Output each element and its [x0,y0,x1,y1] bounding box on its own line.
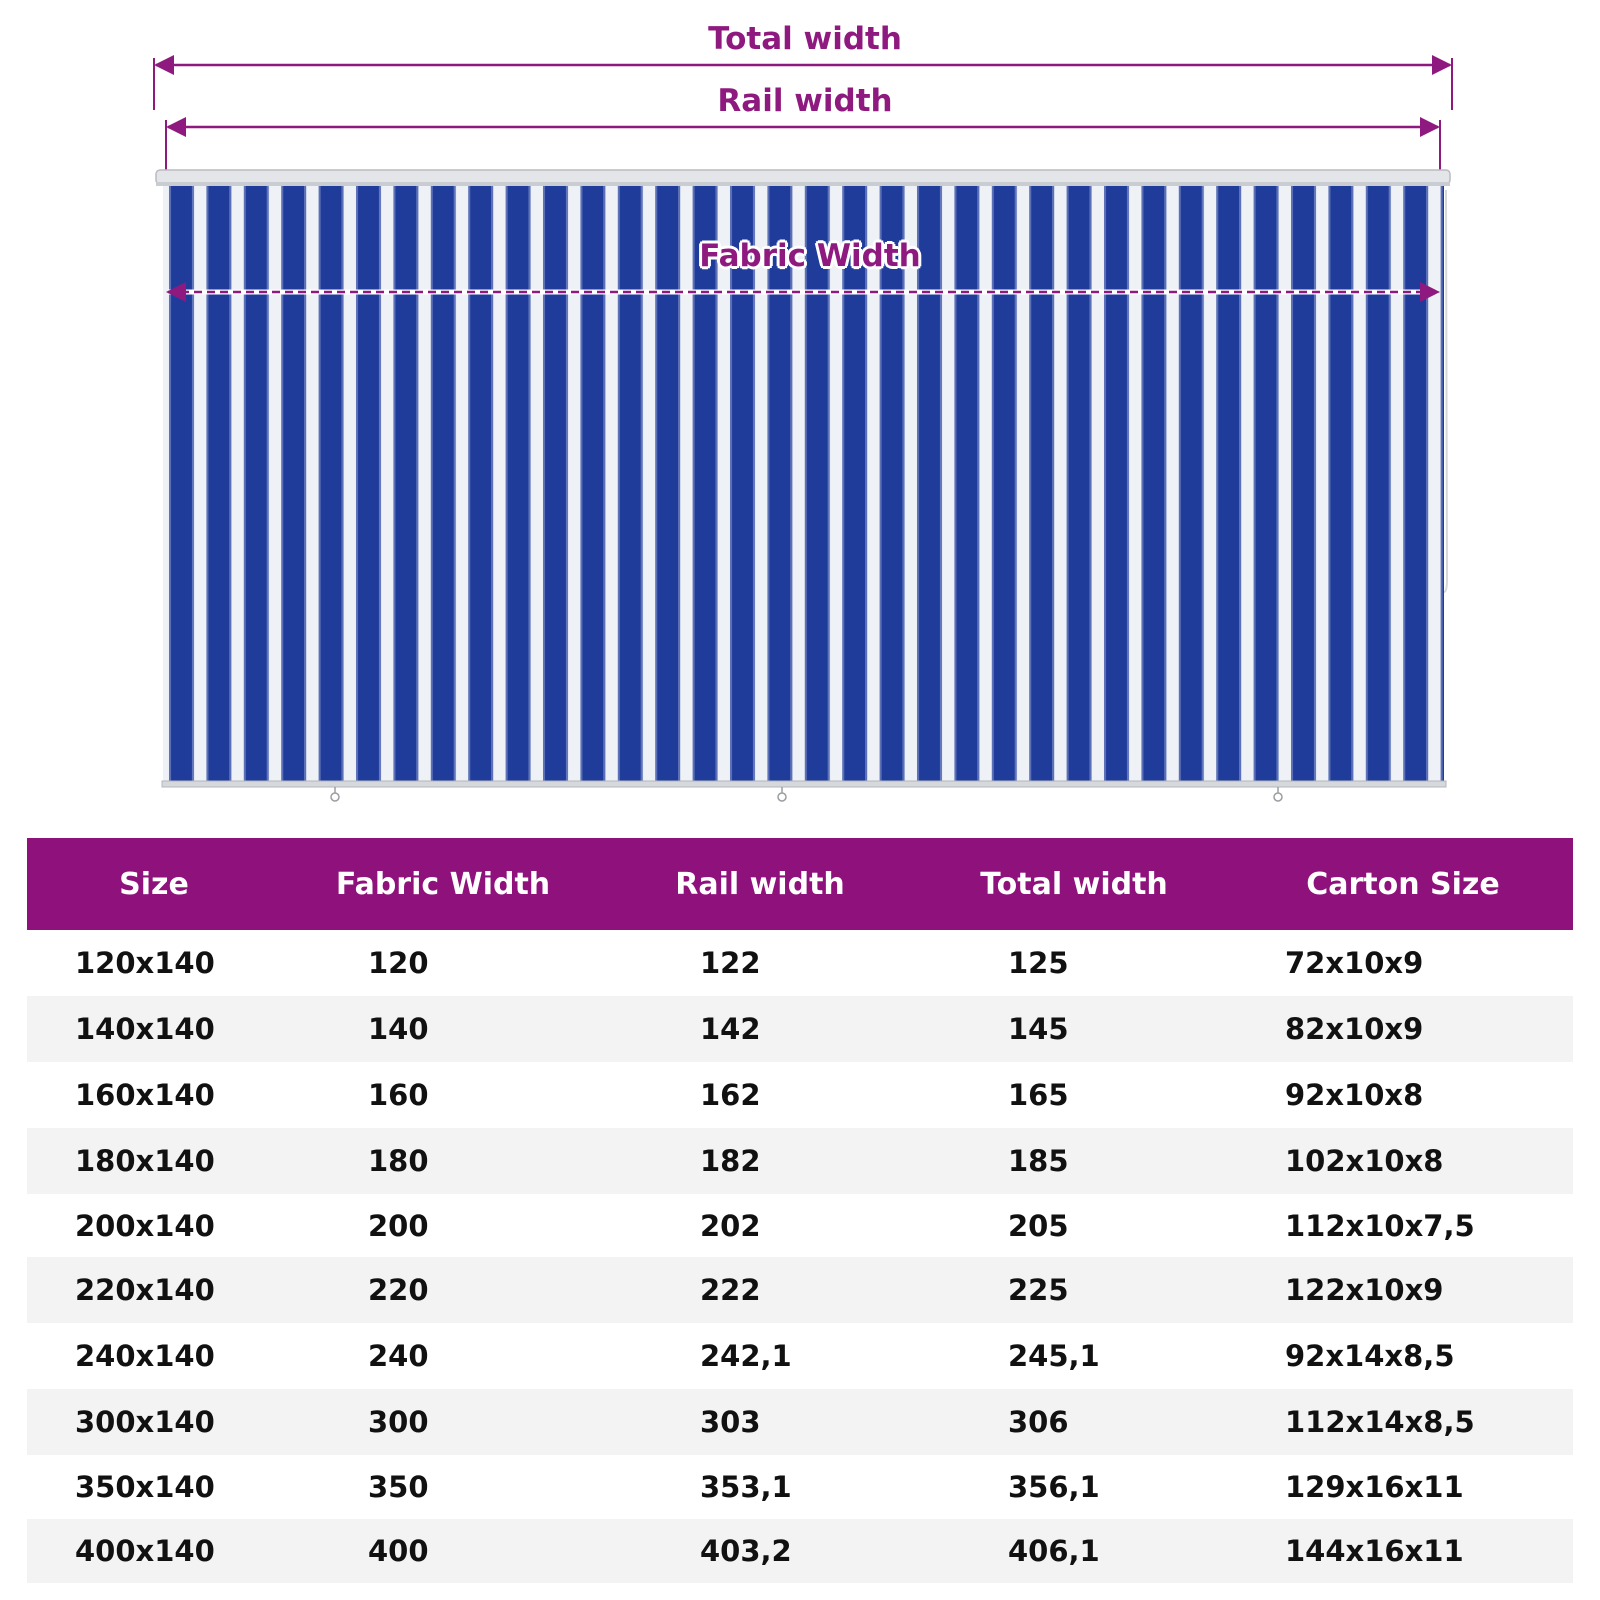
total-width-cell: 406,1 [915,1519,1233,1583]
rail-width-cell: 162 [605,1062,915,1128]
table-row: 120x140 120 122 125 72x10x9 [27,930,1573,996]
striped-fabric [163,186,1444,781]
carton-size-cell: 144x16x11 [1233,1519,1573,1583]
fabric-width-cell: 240 [281,1323,605,1389]
roller-blind-diagram: Total width Rail width Fabric Width [153,21,1453,802]
total-width-label: Total width [708,21,902,57]
carton-size-cell: 122x10x9 [1233,1257,1573,1323]
fabric-width-cell: 160 [281,1062,605,1128]
size-cell: 140x140 [27,996,281,1062]
size-cell: 240x140 [27,1323,281,1389]
table-row: 300x140 300 303 306 112x14x8,5 [27,1389,1573,1455]
fabric-width-cell: 400 [281,1519,605,1583]
carton-size-cell: 112x10x7,5 [1233,1194,1573,1257]
carton-size-cell: 92x14x8,5 [1233,1323,1573,1389]
rail-width-cell: 303 [605,1389,915,1455]
table-row: 350x140 350 353,1 356,1 129x16x11 [27,1455,1573,1519]
rail-width-cell: 242,1 [605,1323,915,1389]
header-carton-size: Carton Size [1233,838,1573,930]
rail-width-cell: 202 [605,1194,915,1257]
fabric-width-cell: 140 [281,996,605,1062]
size-table: Size Fabric Width Rail width Total width… [27,838,1573,1583]
carton-size-cell: 102x10x8 [1233,1128,1573,1194]
table-row: 160x140 160 162 165 92x10x8 [27,1062,1573,1128]
size-cell: 220x140 [27,1257,281,1323]
table-row: 400x140 400 403,2 406,1 144x16x11 [27,1519,1573,1583]
rail-width-cell: 353,1 [605,1455,915,1519]
table-row: 220x140 220 222 225 122x10x9 [27,1257,1573,1323]
table-row: 140x140 140 142 145 82x10x9 [27,996,1573,1062]
carton-size-cell: 92x10x8 [1233,1062,1573,1128]
bottom-bar [161,780,1447,802]
fabric-width-label: Fabric Width [699,238,921,274]
total-width-cell: 185 [915,1128,1233,1194]
roller-blind-illustration [153,55,1453,802]
header-fabric-width: Fabric Width [281,838,605,930]
total-width-cell: 225 [915,1257,1233,1323]
total-width-cell: 245,1 [915,1323,1233,1389]
total-width-cell: 125 [915,930,1233,996]
fabric-width-cell: 120 [281,930,605,996]
total-width-cell: 145 [915,996,1233,1062]
size-table-header: Size Fabric Width Rail width Total width… [27,838,1573,930]
fabric-width-cell: 200 [281,1194,605,1257]
rail-width-cell: 142 [605,996,915,1062]
header-row: Size Fabric Width Rail width Total width… [27,838,1573,930]
table-row: 240x140 240 242,1 245,1 92x14x8,5 [27,1323,1573,1389]
header-rail-width: Rail width [605,838,915,930]
rail-width-cell: 222 [605,1257,915,1323]
carton-size-cell: 112x14x8,5 [1233,1389,1573,1455]
fabric-width-cell: 350 [281,1455,605,1519]
fabric-width-cell: 220 [281,1257,605,1323]
header-size: Size [27,838,281,930]
size-cell: 180x140 [27,1128,281,1194]
header-total-width: Total width [915,838,1233,930]
total-width-cell: 165 [915,1062,1233,1128]
rail-width-cell: 182 [605,1128,915,1194]
size-cell: 350x140 [27,1455,281,1519]
size-cell: 160x140 [27,1062,281,1128]
carton-size-cell: 129x16x11 [1233,1455,1573,1519]
carton-size-cell: 72x10x9 [1233,930,1573,996]
total-width-cell: 306 [915,1389,1233,1455]
table-row: 180x140 180 182 185 102x10x8 [27,1128,1573,1194]
rail-width-label: Rail width [717,83,893,119]
fabric-width-cell: 300 [281,1389,605,1455]
total-width-dimension [153,55,1453,110]
rail-width-cell: 403,2 [605,1519,915,1583]
side-cord [1443,189,1449,593]
table-row: 200x140 200 202 205 112x10x7,5 [27,1194,1573,1257]
rail-width-dimension [165,117,1441,170]
size-cell: 400x140 [27,1519,281,1583]
fabric-width-cell: 180 [281,1128,605,1194]
top-rail [155,169,1451,186]
size-cell: 300x140 [27,1389,281,1455]
size-cell: 120x140 [27,930,281,996]
size-table-body: 120x140 120 122 125 72x10x9 140x140 140 142 145 8… [27,930,1573,1583]
size-cell: 200x140 [27,1194,281,1257]
carton-size-cell: 82x10x9 [1233,996,1573,1062]
total-width-cell: 205 [915,1194,1233,1257]
total-width-cell: 356,1 [915,1455,1233,1519]
rail-width-cell: 122 [605,930,915,996]
